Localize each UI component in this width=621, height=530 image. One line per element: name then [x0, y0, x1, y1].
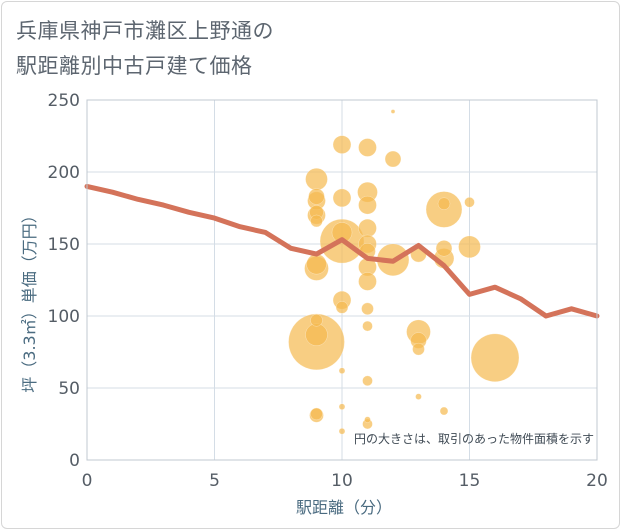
y-tick-label: 250 [48, 91, 80, 111]
data-bubble [310, 214, 323, 228]
data-bubble [306, 253, 327, 275]
y-tick-label: 0 [69, 451, 80, 471]
data-bubble [437, 197, 451, 210]
y-tick-label: 150 [48, 235, 80, 255]
data-bubble [310, 314, 323, 327]
data-bubble [362, 320, 373, 332]
x-tick-label: 0 [82, 471, 93, 491]
data-bubble [332, 188, 352, 208]
y-tick-label: 100 [48, 307, 80, 327]
plot-border [86, 99, 598, 461]
data-bubble [358, 218, 377, 238]
data-bubble [390, 109, 396, 114]
data-bubble [415, 393, 422, 400]
data-bubble [412, 342, 425, 356]
data-bubble [358, 272, 377, 291]
chart-title: 兵庫県神戸市灘区上野通の 駅距離別中古戸建て価格 [16, 14, 274, 84]
bubbles [288, 109, 520, 435]
ticks: 0 50 100 150 200 250 0 5 10 15 20 [48, 91, 608, 491]
data-bubble [364, 416, 371, 423]
data-bubble [305, 323, 328, 346]
trend-line-group [84, 183, 600, 319]
x-tick-label: 10 [331, 471, 353, 491]
data-bubble [362, 375, 373, 387]
x-axis-label: 駅距離（分） [296, 498, 392, 517]
x-tick-label: 15 [459, 471, 481, 491]
data-bubble [464, 196, 475, 208]
y-axis-label: 坪（3.3㎡）単価（万円） [20, 207, 39, 392]
data-bubble [305, 167, 328, 191]
data-bubble [470, 333, 520, 383]
y-tick-label: 200 [48, 163, 80, 183]
data-bubble [310, 407, 323, 421]
bubble-size-note: 円の大きさは、取引のあった物件面積を示す [354, 431, 594, 446]
x-tick-label: 20 [586, 471, 608, 491]
data-bubble [361, 302, 374, 316]
chart-title-line2: 駅距離別中古戸建て価格 [16, 54, 253, 78]
data-bubble [358, 138, 377, 157]
data-bubble [384, 150, 402, 168]
data-bubble [332, 135, 352, 154]
data-bubble [338, 403, 346, 410]
x-tick-label: 5 [209, 471, 220, 491]
data-bubble [308, 188, 325, 205]
data-bubble [435, 240, 453, 257]
data-bubble [338, 367, 346, 374]
data-bubble [458, 235, 481, 259]
data-bubble [338, 427, 346, 435]
y-tick-label: 50 [58, 379, 80, 399]
trend-line [84, 183, 600, 319]
chart-title-line1: 兵庫県神戸市灘区上野通の [16, 19, 274, 43]
data-bubble [439, 406, 449, 416]
data-bubble [335, 301, 349, 314]
data-bubble [358, 195, 377, 215]
